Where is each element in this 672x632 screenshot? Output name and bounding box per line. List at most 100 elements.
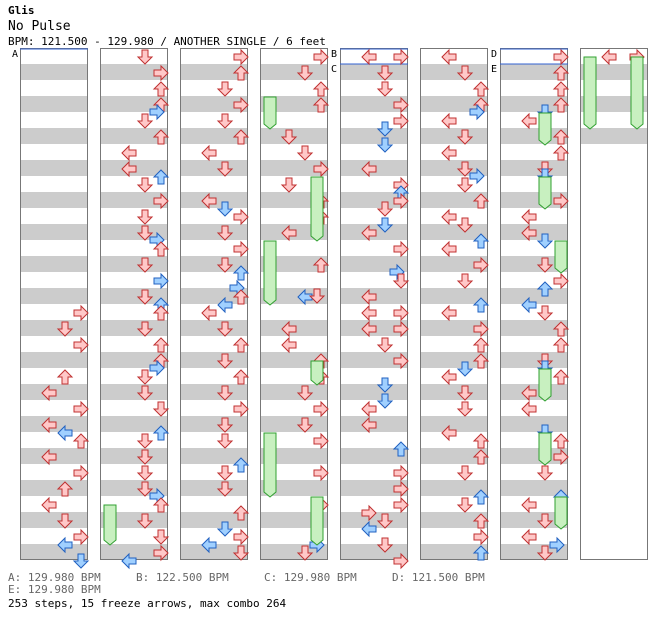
step-arrow [536, 513, 554, 529]
step-arrow [201, 192, 217, 210]
step-arrow [56, 513, 74, 529]
step-arrow [601, 48, 617, 66]
step-arrow [361, 224, 377, 242]
step-arrow [136, 385, 154, 401]
step-arrow [136, 321, 154, 337]
freeze-arrow [310, 176, 324, 242]
step-arrow [376, 137, 394, 153]
step-arrow [313, 48, 329, 66]
stripe [100, 192, 168, 208]
step-arrow [456, 177, 474, 193]
step-arrow [393, 48, 409, 66]
step-arrow [376, 217, 394, 233]
step-arrow [216, 257, 234, 273]
stripe [260, 384, 328, 400]
step-arrow [281, 320, 297, 338]
stripe [100, 64, 168, 80]
step-arrow [149, 359, 165, 377]
stripe [420, 480, 488, 496]
stripe [420, 352, 488, 368]
step-arrow [456, 361, 474, 377]
step-arrow [456, 385, 474, 401]
step-arrow [216, 113, 234, 129]
step-arrow [201, 144, 217, 162]
step-arrow [376, 65, 394, 81]
freeze-arrow [630, 56, 644, 130]
step-arrow [472, 545, 490, 561]
stripe [260, 416, 328, 432]
stripe [180, 224, 248, 240]
stripe [100, 288, 168, 304]
step-arrow [201, 304, 217, 322]
step-arrow [376, 393, 394, 409]
stripe [20, 192, 88, 208]
step-arrow [441, 424, 457, 442]
step-arrow [233, 528, 249, 546]
step-arrow [472, 449, 490, 465]
stripe [420, 416, 488, 432]
stripe [180, 288, 248, 304]
step-arrow [216, 433, 234, 449]
song-title: Glis [8, 4, 35, 17]
step-arrow [216, 465, 234, 481]
step-arrow [552, 65, 570, 81]
step-arrow [456, 273, 474, 289]
step-arrow [521, 496, 537, 514]
stripe [420, 160, 488, 176]
stripe [100, 224, 168, 240]
stripe [20, 160, 88, 176]
stripe [500, 416, 568, 432]
step-arrow [472, 489, 490, 505]
step-arrow [361, 520, 377, 538]
bpm-marker: D [491, 49, 497, 60]
stripe [20, 512, 88, 528]
stripe [20, 288, 88, 304]
step-arrow [536, 257, 554, 273]
step-arrow [152, 529, 170, 545]
step-arrow [376, 81, 394, 97]
step-arrow [313, 160, 329, 178]
step-arrow [152, 129, 170, 145]
step-arrow [152, 169, 170, 185]
freeze-arrow [263, 96, 277, 130]
step-arrow [216, 417, 234, 433]
step-arrow [376, 377, 394, 393]
stripe [340, 480, 408, 496]
step-arrow [41, 416, 57, 434]
step-stats: 253 steps, 15 freeze arrows, max combo 2… [8, 597, 287, 610]
step-arrow [232, 265, 250, 281]
step-arrow [136, 225, 154, 241]
stripe [340, 96, 408, 112]
bpm-change-c: C: 129.980 BPM [264, 571, 357, 584]
step-arrow [441, 48, 457, 66]
step-arrow [136, 369, 154, 385]
stripe [420, 64, 488, 80]
step-arrow [469, 167, 485, 185]
step-arrow [56, 481, 74, 497]
stripe [20, 96, 88, 112]
step-arrow [376, 121, 394, 137]
step-arrow [152, 337, 170, 353]
step-arrow [121, 144, 137, 162]
stripe [180, 544, 248, 560]
stripe [180, 512, 248, 528]
step-arrow [232, 505, 250, 521]
step-arrow [552, 433, 570, 449]
column-border [260, 48, 328, 560]
freeze-arrow [538, 432, 552, 466]
freeze-arrow [538, 176, 552, 210]
step-arrow [73, 400, 89, 418]
step-arrow [521, 528, 537, 546]
stripe [580, 128, 648, 144]
stripe [420, 256, 488, 272]
step-arrow [296, 385, 314, 401]
step-arrow [456, 217, 474, 233]
step-arrow [216, 353, 234, 369]
step-arrow [536, 545, 554, 561]
step-arrow [41, 384, 57, 402]
bpm-marker: C [331, 64, 337, 75]
step-arrow [296, 65, 314, 81]
step-arrow [152, 401, 170, 417]
step-arrow [441, 112, 457, 130]
stripe [100, 96, 168, 112]
